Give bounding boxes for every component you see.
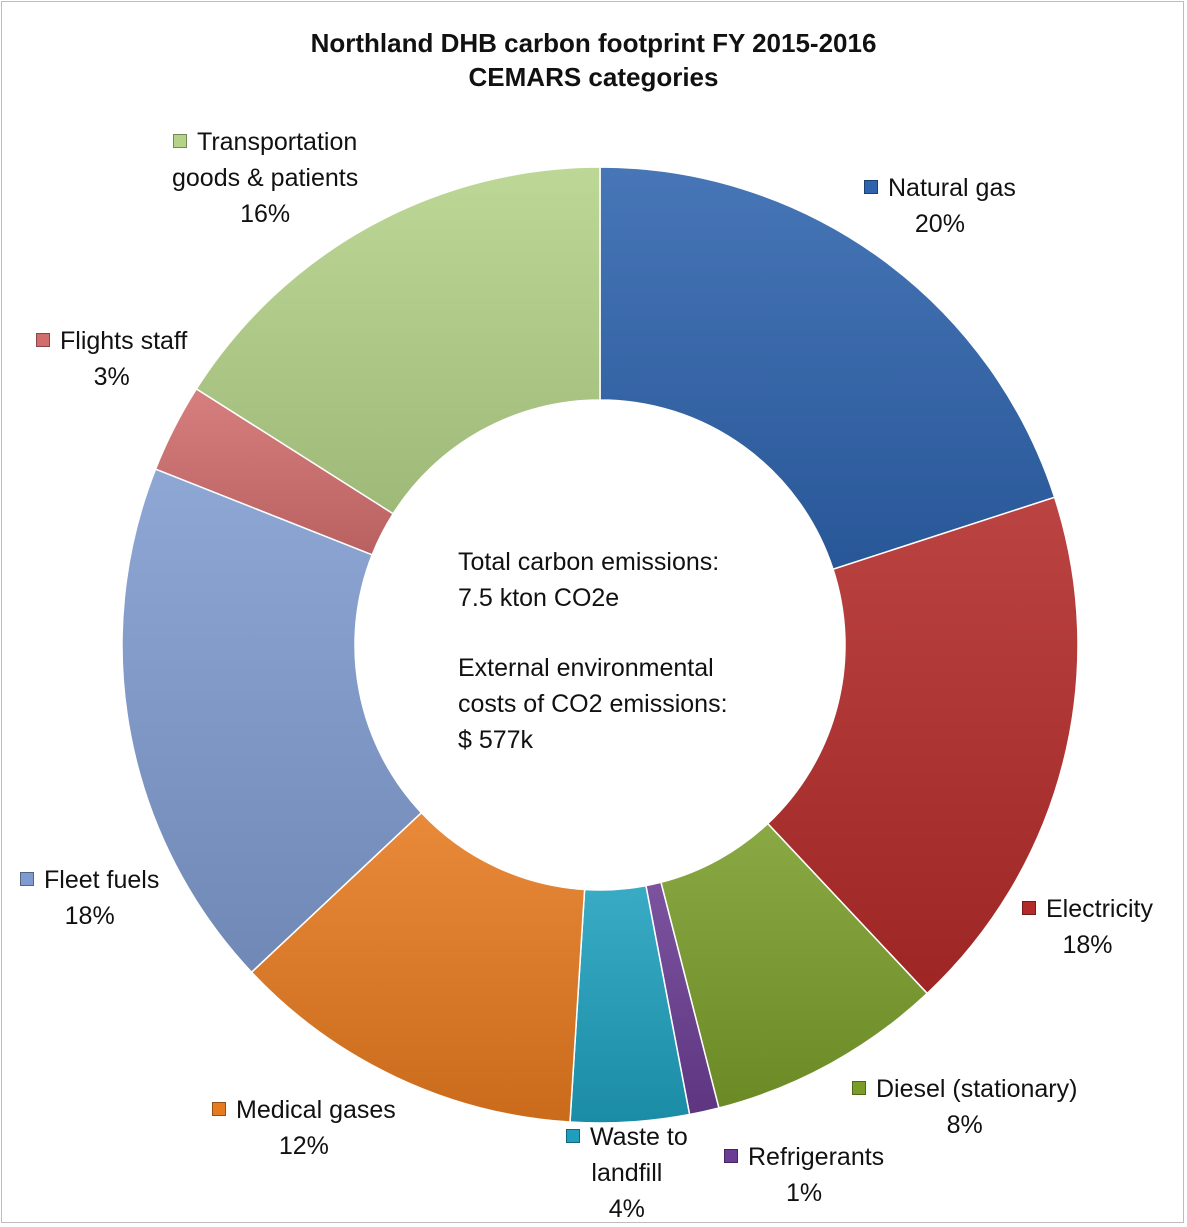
data-label-name-line: Transportation [172,124,358,160]
legend-swatch [566,1129,580,1143]
slice-transportation-goods-patients [195,166,601,515]
data-label-name-line: landfill [591,1159,663,1187]
data-label-medical-gases: Medical gases 12% [212,1092,396,1164]
legend-swatch [864,180,878,194]
data-label-percent: 18% [64,902,115,930]
center-line-4: costs of CO2 emissions: [458,690,728,718]
legend-swatch [724,1149,738,1163]
data-label-percent: 4% [608,1195,645,1223]
data-label-percent: 20% [914,210,965,238]
data-label-percent: 12% [278,1132,329,1160]
legend-swatch [20,872,34,886]
slice-natural-gas [599,166,1056,571]
slice-fleet-fuels [121,468,423,974]
slice-electricity [766,496,1079,995]
data-label-name-line: Flights staff [36,323,187,359]
chart-subtitle: CEMARS categories [468,62,719,92]
data-label-name-line: Electricity [1022,891,1153,927]
data-label-name-line: Waste to [566,1119,688,1155]
center-line-2: 7.5 kton CO2e [458,584,620,612]
data-label-percent: 16% [240,200,291,228]
data-label-percent: 3% [93,363,130,391]
data-label-name-line: Refrigerants [724,1139,884,1175]
data-label-fleet-fuels: Fleet fuels 18% [20,862,159,934]
legend-swatch [36,333,50,347]
data-label-name-line: goods & patients [172,164,359,192]
legend-swatch [852,1081,866,1095]
data-label-transportation-goods-patients: Transportation goods & patients 16% [172,124,358,232]
data-label-name-line: Diesel (stationary) [852,1071,1077,1107]
center-annotation: Total carbon emissions: 7.5 kton CO2e Ex… [458,544,728,758]
data-label-percent: 18% [1062,931,1113,959]
chart-title-line: Northland DHB carbon footprint FY 2015-2… [310,28,877,58]
center-line-5: $ 577k [458,726,534,754]
slice-medical-gases [250,811,586,1123]
data-label-refrigerants: Refrigerants 1% [724,1139,884,1211]
data-label-name-line: Natural gas [864,170,1016,206]
legend-swatch [172,134,187,148]
data-label-percent: 8% [946,1111,983,1139]
data-label-flights-staff: Flights staff 3% [36,323,187,395]
data-label-percent: 1% [786,1179,823,1207]
data-label-natural-gas: Natural gas 20% [864,170,1016,242]
data-label-electricity: Electricity 18% [1022,891,1153,963]
data-label-name-line: Fleet fuels [20,862,159,898]
legend-swatch [212,1102,226,1116]
legend-swatch [1022,901,1036,915]
data-label-waste-to-landfill: Waste to landfill 4% [566,1119,688,1227]
chart-title: Northland DHB carbon footprint FY 2015-2… [0,26,1187,94]
data-label-name-line: Medical gases [212,1092,396,1128]
center-line-3: External environmental [458,654,714,682]
center-line-1: Total carbon emissions: [458,548,720,576]
data-label-diesel-stationary: Diesel (stationary) 8% [852,1071,1077,1143]
